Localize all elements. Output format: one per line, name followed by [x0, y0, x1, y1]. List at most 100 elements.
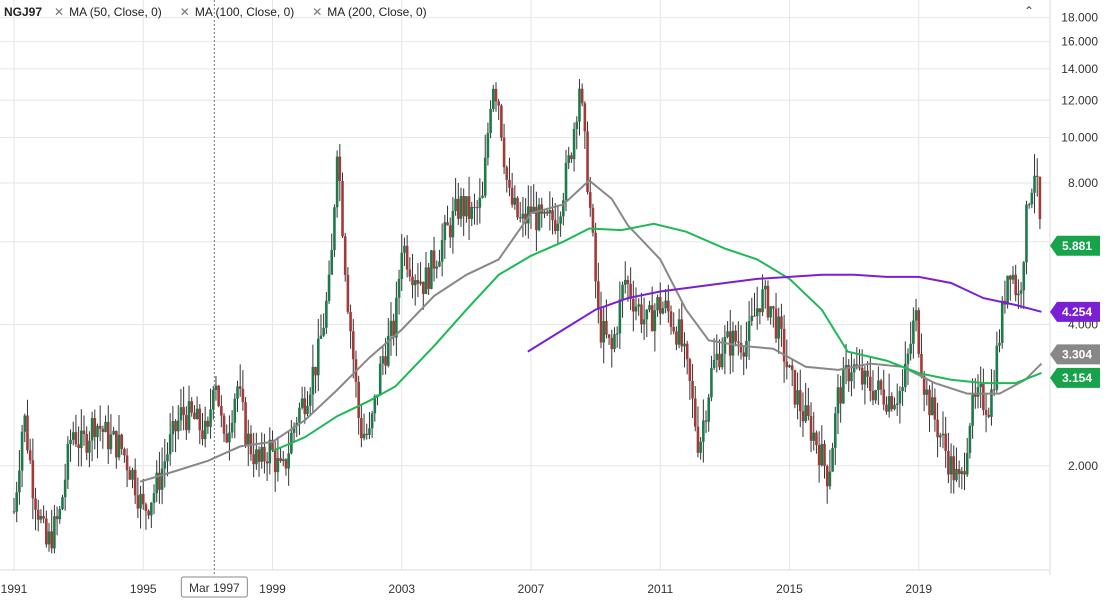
candle-body	[147, 510, 150, 516]
candle-body	[311, 366, 315, 395]
candle-body	[263, 446, 266, 462]
remove-ma200-icon[interactable]: ✕	[312, 5, 323, 19]
candle-body	[893, 404, 896, 410]
candle-body	[486, 133, 490, 158]
candle-body	[144, 504, 148, 511]
candle-body	[26, 415, 29, 451]
candle-body	[860, 367, 864, 385]
candle-body	[979, 383, 982, 388]
candle-body	[594, 232, 597, 282]
candle-body	[564, 162, 568, 201]
candle-body	[443, 222, 447, 241]
candle-body	[1030, 192, 1034, 205]
candle-body	[185, 415, 188, 431]
candle-body	[465, 196, 468, 217]
candle-body	[182, 407, 185, 416]
candle-body	[723, 336, 727, 354]
candle-body	[462, 196, 465, 217]
candle-body	[734, 330, 737, 342]
candle-body	[532, 206, 535, 214]
candle-body	[683, 343, 686, 347]
candle-body	[220, 406, 223, 416]
candle-body	[691, 381, 694, 399]
collapse-legend-chevron-icon[interactable]: ⌃	[1023, 4, 1035, 18]
candle-body	[656, 297, 659, 311]
candle-body	[150, 502, 153, 516]
candle-body	[877, 380, 880, 391]
candle-body	[702, 420, 705, 442]
candle-body	[1027, 204, 1031, 206]
candle-body	[971, 393, 974, 426]
candle-body	[187, 401, 191, 431]
candle-body	[85, 434, 89, 453]
remove-ma50-icon[interactable]: ✕	[54, 5, 65, 19]
x-tick-label: 2011	[647, 582, 673, 596]
candle-body	[47, 531, 51, 545]
candle-body	[467, 196, 471, 219]
candle-body	[306, 405, 309, 415]
candle-body	[136, 495, 140, 509]
candle-body	[500, 105, 503, 138]
candle-body	[241, 388, 245, 403]
candle-body	[214, 385, 218, 390]
candle-body	[995, 345, 999, 390]
candle-body	[252, 454, 255, 465]
candle-body	[610, 337, 614, 350]
candle-body	[807, 405, 810, 416]
x-tick-label: 2003	[388, 582, 415, 596]
candle-body	[335, 156, 339, 208]
candle-body	[74, 432, 78, 445]
candle-body	[750, 315, 754, 322]
ma100-line	[272, 222, 1042, 452]
candle-body	[416, 280, 420, 284]
candle-body	[828, 471, 832, 487]
candle-body	[90, 418, 94, 441]
candle-body	[349, 312, 352, 332]
remove-ma100-icon[interactable]: ✕	[179, 5, 190, 19]
candle-body	[726, 331, 729, 337]
ma50-badge	[1050, 344, 1100, 365]
legend-ma100: ✕ MA (100, Close, 0)	[180, 5, 294, 19]
candle-body	[868, 376, 872, 391]
ma50-value: 3.304	[1062, 347, 1092, 361]
candle-body	[1019, 290, 1023, 294]
candle-body	[562, 200, 565, 217]
candle-body	[572, 129, 576, 160]
candle-body	[984, 410, 988, 415]
candlesticks	[12, 79, 1042, 554]
candle-body	[871, 390, 875, 401]
candle-body	[279, 458, 282, 461]
candle-body	[446, 222, 449, 226]
ma50-line	[139, 179, 1043, 483]
candle-body	[570, 155, 573, 160]
candle-body	[246, 433, 250, 446]
candle-body	[432, 250, 436, 269]
chart-legend: NGJ97 ✕ MA (50, Close, 0) ✕ MA (100, Clo…	[4, 3, 445, 21]
candle-body	[755, 308, 759, 316]
candle-body	[839, 387, 842, 404]
candle-body	[521, 213, 525, 219]
candle-body	[680, 319, 684, 347]
candle-body	[104, 421, 107, 432]
candle-body	[992, 389, 996, 391]
candle-body	[699, 441, 702, 453]
candle-body	[343, 236, 347, 275]
candle-body	[707, 397, 711, 422]
candle-body	[796, 390, 799, 405]
candle-body	[287, 453, 290, 469]
candle-body	[308, 394, 312, 406]
candle-body	[820, 443, 824, 466]
candle-body	[747, 321, 751, 342]
candle-body	[623, 279, 627, 285]
candle-body	[365, 433, 369, 435]
price-badge	[1050, 235, 1100, 256]
candle-body	[438, 261, 441, 267]
candle-body	[295, 422, 299, 427]
ma100-value: 3.154	[1062, 371, 1092, 385]
y-tick-label: 14.000	[1061, 62, 1098, 76]
candle-body	[949, 456, 953, 475]
candle-body	[973, 393, 977, 397]
candle-body	[61, 497, 64, 510]
candle-body	[273, 450, 277, 473]
